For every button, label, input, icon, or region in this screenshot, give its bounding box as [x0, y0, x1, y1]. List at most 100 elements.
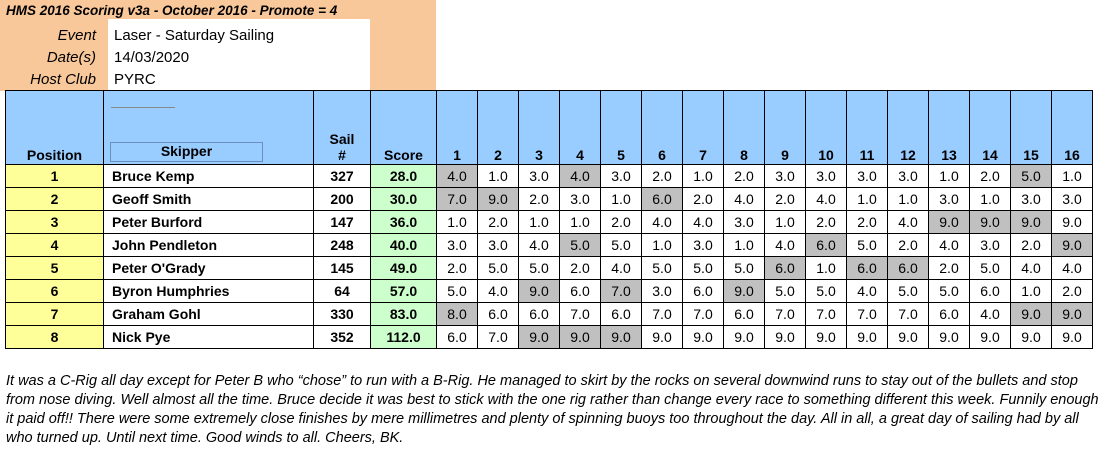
- position-header: Position: [5, 90, 104, 165]
- race-result-cell: 9.0: [764, 325, 806, 349]
- race-result-cell: 9.0: [641, 325, 683, 349]
- race-header: 7: [682, 90, 724, 165]
- race-result-cell: 9.0: [887, 325, 929, 349]
- position-cell: 8: [5, 325, 104, 349]
- discarded-race-result-cell: 9.0: [969, 210, 1011, 234]
- score-cell: 36.0: [370, 210, 437, 234]
- race-result-cell: 9.0: [928, 325, 970, 349]
- discarded-race-result-cell: 6.0: [764, 256, 806, 280]
- race-result-cell: 4.0: [641, 210, 683, 234]
- table-row: 2 Geoff Smith 200 30.0 7.0 9.0 2.0 3.0 1.0 6.0 2.0…: [5, 187, 1093, 211]
- skipper-header: Skipper: [160, 143, 213, 159]
- host-club-value: PYRC: [114, 71, 156, 88]
- discarded-race-result-cell: 9.0: [477, 187, 519, 211]
- event-value: Laser - Saturday Sailing: [114, 27, 275, 44]
- score-cell: 40.0: [370, 233, 437, 257]
- race-result-cell: 6.0: [928, 302, 970, 326]
- race-result-cell: 5.0: [600, 233, 642, 257]
- discarded-race-result-cell: 9.0: [1051, 233, 1093, 257]
- discarded-race-result-cell: 9.0: [1051, 302, 1093, 326]
- race-result-cell: 5.0: [477, 256, 519, 280]
- race-result-cell: 3.0: [559, 187, 601, 211]
- race-result-cell: 1.0: [518, 210, 560, 234]
- race-result-cell: 7.0: [887, 302, 929, 326]
- results-table: Position Skipper Sail # Score 1 2 3 4 5 6…: [5, 90, 1093, 349]
- race-result-cell: 4.0: [928, 233, 970, 257]
- discarded-race-result-cell: 9.0: [1010, 302, 1052, 326]
- sail-number-cell: 64: [313, 279, 371, 303]
- sail-header: Sail #: [313, 90, 371, 165]
- race-result-cell: 2.0: [682, 187, 724, 211]
- race-result-cell: 9.0: [846, 325, 888, 349]
- race-result-cell: 6.0: [436, 325, 478, 349]
- race-result-cell: 1.0: [1051, 164, 1093, 188]
- race-result-cell: 6.0: [723, 302, 765, 326]
- discarded-race-result-cell: 7.0: [600, 279, 642, 303]
- sail-number-cell: 145: [313, 256, 371, 280]
- event-label: Event: [57, 27, 96, 44]
- table-row: 4 John Pendleton 248 40.0 3.0 3.0 4.0 5.0 5.0 1.0…: [5, 233, 1093, 257]
- race-header: 12: [887, 90, 929, 165]
- discarded-race-result-cell: 4.0: [559, 164, 601, 188]
- race-result-cell: 2.0: [436, 256, 478, 280]
- race-result-cell: 1.0: [846, 187, 888, 211]
- position-cell: 2: [5, 187, 104, 211]
- race-result-cell: 2.0: [846, 210, 888, 234]
- race-header: 8: [723, 90, 765, 165]
- race-result-cell: 6.0: [682, 279, 724, 303]
- host-club-label: Host Club: [30, 71, 96, 88]
- table-row: 5 Peter O'Grady 145 49.0 2.0 5.0 5.0 2.0 4.0 5.0 5…: [5, 256, 1093, 280]
- race-result-cell: 2.0: [928, 256, 970, 280]
- race-result-cell: 5.0: [764, 279, 806, 303]
- race-result-cell: 3.0: [682, 233, 724, 257]
- discarded-race-result-cell: 9.0: [559, 325, 601, 349]
- race-result-cell: 5.0: [846, 233, 888, 257]
- discarded-race-result-cell: 9.0: [600, 325, 642, 349]
- race-header: 16: [1051, 90, 1093, 165]
- race-result-cell: 2.0: [887, 233, 929, 257]
- race-result-cell: 6.0: [518, 302, 560, 326]
- skipper-cell: John Pendleton: [103, 233, 314, 257]
- race-result-cell: 6.0: [477, 302, 519, 326]
- race-result-cell: 2.0: [764, 187, 806, 211]
- race-result-cell: 3.0: [477, 233, 519, 257]
- score-header: Score: [370, 90, 437, 165]
- race-result-cell: 3.0: [764, 164, 806, 188]
- score-cell: 83.0: [370, 302, 437, 326]
- race-result-cell: 9.0: [723, 325, 765, 349]
- race-header: 1: [436, 90, 478, 165]
- race-result-cell: 4.0: [723, 187, 765, 211]
- race-result-cell: 6.0: [600, 302, 642, 326]
- discarded-race-result-cell: 5.0: [559, 233, 601, 257]
- header-row: Position Skipper Sail # Score 1 2 3 4 5 6…: [5, 90, 1093, 165]
- discarded-race-result-cell: 6.0: [887, 256, 929, 280]
- race-result-cell: 2.0: [559, 256, 601, 280]
- race-result-cell: 1.0: [559, 210, 601, 234]
- race-result-cell: 1.0: [723, 233, 765, 257]
- sail-header-line1: Sail: [329, 131, 355, 147]
- discarded-race-result-cell: 9.0: [518, 279, 560, 303]
- discarded-race-result-cell: 6.0: [805, 233, 847, 257]
- discarded-race-result-cell: 7.0: [436, 187, 478, 211]
- race-result-cell: 4.0: [805, 187, 847, 211]
- race-result-cell: 2.0: [641, 164, 683, 188]
- discarded-race-result-cell: 9.0: [928, 210, 970, 234]
- race-result-cell: 7.0: [682, 302, 724, 326]
- skipper-cell: Geoff Smith: [103, 187, 314, 211]
- race-result-cell: 1.0: [969, 187, 1011, 211]
- date-label: Date(s): [46, 49, 96, 66]
- race-result-cell: 2.0: [518, 187, 560, 211]
- race-result-cell: 7.0: [477, 325, 519, 349]
- race-result-cell: 5.0: [887, 279, 929, 303]
- race-result-cell: 7.0: [641, 302, 683, 326]
- race-result-cell: 2.0: [1051, 279, 1093, 303]
- race-result-cell: 6.0: [969, 279, 1011, 303]
- position-cell: 1: [5, 164, 104, 188]
- race-result-cell: 3.0: [1051, 187, 1093, 211]
- race-report: It was a C-Rig all day except for Peter …: [6, 373, 1099, 446]
- table-row: 6 Byron Humphries 64 57.0 5.0 4.0 9.0 6.0 7.0 3.0…: [5, 279, 1093, 303]
- discarded-race-result-cell: 6.0: [641, 187, 683, 211]
- race-result-cell: 4.0: [764, 233, 806, 257]
- date-value: 14/03/2020: [114, 49, 190, 66]
- header-underline: [111, 107, 175, 108]
